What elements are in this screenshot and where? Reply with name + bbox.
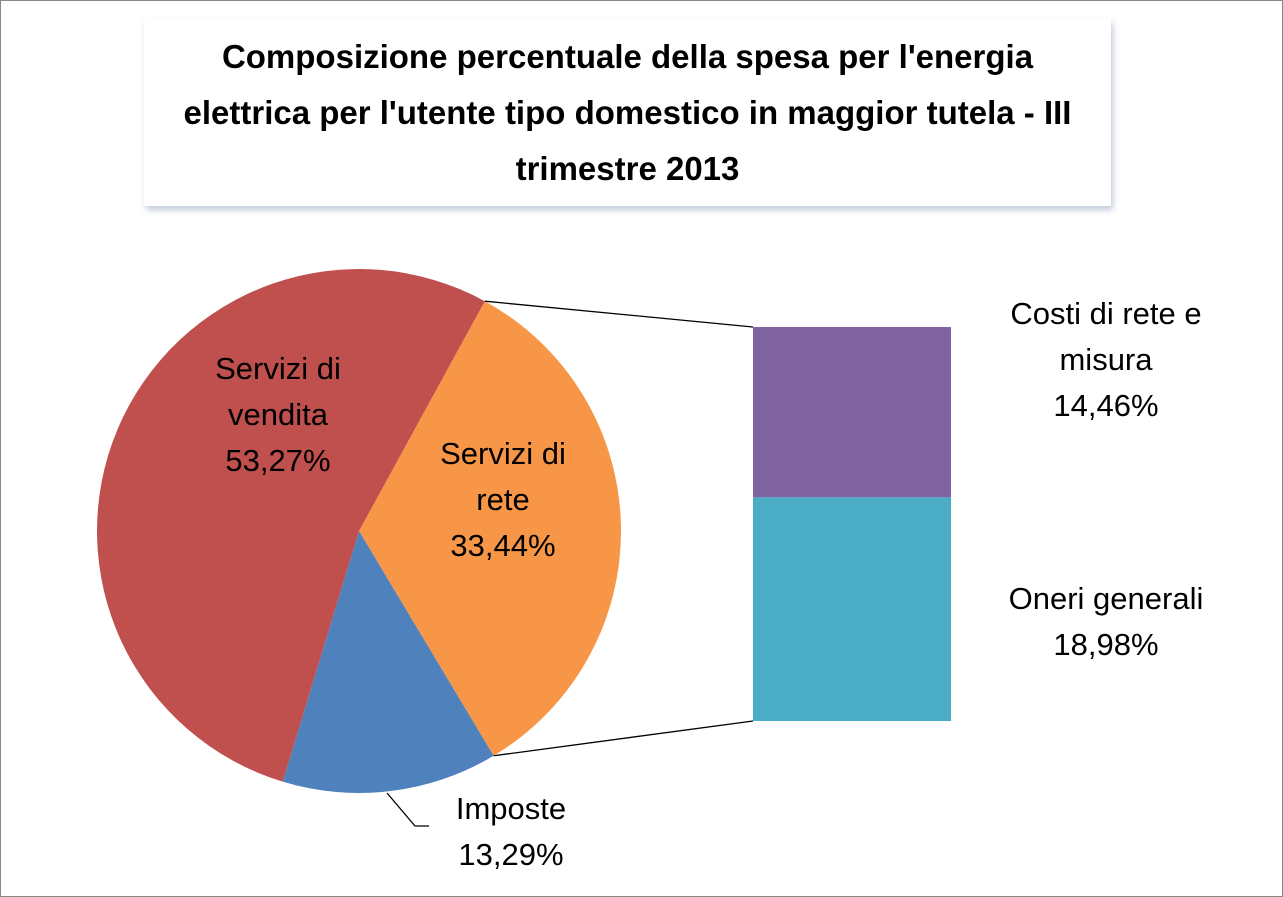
bar-label: Oneri generali 18,98% [961, 576, 1251, 668]
slice-label: Servizi di vendita 53,27% [183, 346, 373, 484]
label-name: Servizi di rete [440, 436, 566, 517]
bar-segment [753, 327, 951, 498]
chart-title: Composizione percentuale della spesa per… [183, 37, 1072, 187]
leader-line [386, 792, 429, 827]
label-value: 18,98% [1053, 627, 1159, 662]
label-value: 33,44% [450, 528, 556, 563]
title-box: Composizione percentuale della spesa per… [144, 19, 1111, 206]
pie-slice [96, 268, 485, 782]
label-value: 13,29% [458, 837, 564, 872]
label-name: Imposte [455, 791, 567, 826]
label-value: 53,27% [225, 443, 331, 478]
pie-slice [282, 531, 494, 793]
label-name: Costi di rete e misura [1010, 296, 1202, 377]
slice-label: Imposte 13,29% [406, 786, 616, 878]
label-name: Servizi di vendita [215, 351, 341, 432]
slice-label: Servizi di rete 33,44% [413, 431, 593, 569]
label-value: 14,46% [1053, 388, 1159, 423]
bar-label: Costi di rete e misura 14,46% [961, 291, 1251, 429]
pie-slice [359, 301, 621, 756]
label-name: Oneri generali [1008, 581, 1204, 616]
connector-line [493, 720, 754, 757]
bar-segment [753, 497, 951, 721]
connector-line [484, 300, 754, 328]
